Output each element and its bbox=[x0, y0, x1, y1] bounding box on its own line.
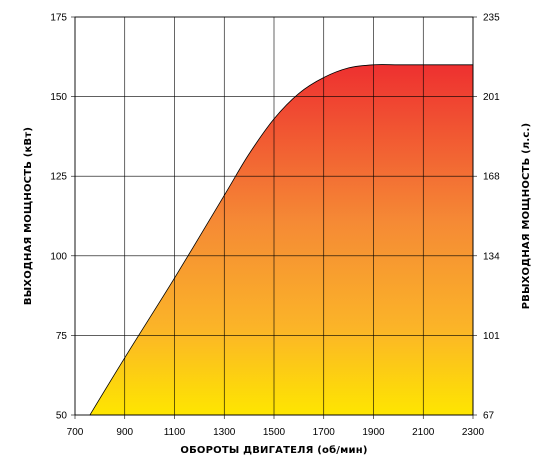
y2-tick-label: 235 bbox=[483, 13, 500, 24]
y2-tick-label: 134 bbox=[483, 251, 500, 262]
y-tick-label: 175 bbox=[50, 13, 67, 24]
x-tick-label: 2100 bbox=[412, 427, 435, 438]
y-axis-ticks: 50 75 100 125 150 175 bbox=[50, 13, 75, 422]
y-tick-label: 125 bbox=[50, 172, 67, 183]
x-tick-label: 1300 bbox=[213, 427, 236, 438]
y2-tick-label: 168 bbox=[483, 172, 500, 183]
y2-tick-label: 67 bbox=[483, 411, 495, 422]
y-tick-label: 150 bbox=[50, 92, 67, 103]
x-tick-label: 900 bbox=[116, 427, 133, 438]
x-tick-label: 1100 bbox=[164, 427, 186, 438]
x-tick-label: 1900 bbox=[362, 427, 385, 438]
y-tick-label: 75 bbox=[56, 331, 68, 342]
x-axis-ticks: 700 900 1100 1300 1500 1700 1900 2100 2300 bbox=[67, 415, 485, 438]
y-axis-title: ВЫХОДНАЯ МОЩНОСТЬ (кВт) bbox=[23, 127, 34, 305]
x-tick-label: 700 bbox=[67, 427, 84, 438]
y2-tick-label: 101 bbox=[483, 331, 500, 342]
x-tick-label: 1500 bbox=[263, 427, 286, 438]
power-area bbox=[89, 64, 474, 416]
gridlines bbox=[74, 16, 474, 416]
x-tick-label: 1700 bbox=[313, 427, 336, 438]
y2-axis-ticks: 67 101 134 168 201 235 bbox=[473, 13, 500, 422]
y-tick-label: 50 bbox=[56, 411, 68, 422]
x-axis-title: ОБОРОТЫ ДВИГАТЕЛЯ (об/мин) bbox=[180, 444, 367, 456]
x-tick-label: 2300 bbox=[462, 427, 485, 438]
y2-axis-title: РВЫХОДНАЯ МОЩНОСТЬ (л.с.) bbox=[521, 123, 532, 310]
y-tick-label: 100 bbox=[50, 251, 67, 262]
y2-tick-label: 201 bbox=[483, 92, 500, 103]
